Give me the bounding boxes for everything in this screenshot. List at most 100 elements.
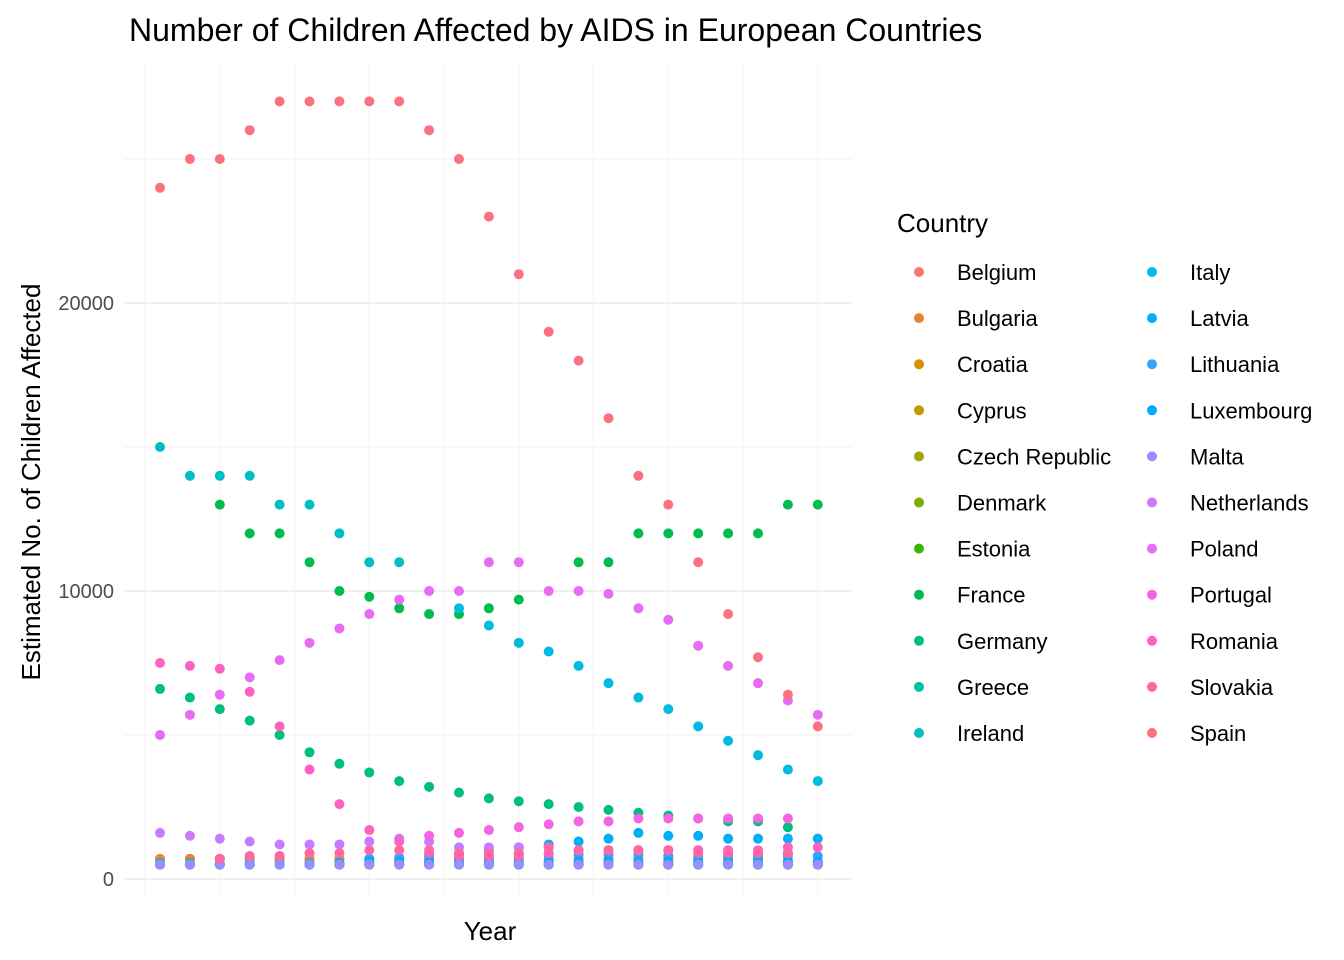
data-point-portugal <box>483 825 494 836</box>
data-point-germany <box>244 715 255 726</box>
legend-key-slovakia <box>1147 681 1157 692</box>
legend-label-luxembourg: Luxembourg <box>1190 398 1312 423</box>
data-point-slovakia <box>334 848 345 859</box>
data-point-romania <box>155 658 165 668</box>
data-point-romania <box>184 660 195 671</box>
y-tick-label: 20000 <box>58 293 114 315</box>
data-point-malta <box>603 859 614 870</box>
data-point-germany <box>603 804 614 815</box>
legend-label-portugal: Portugal <box>1190 583 1272 608</box>
data-point-germany <box>274 730 285 740</box>
data-point-romania <box>812 842 823 853</box>
data-point-germany <box>184 692 195 703</box>
data-point-slovakia <box>274 850 285 861</box>
legend-title: Country <box>897 208 988 238</box>
data-point-germany <box>214 704 225 715</box>
data-point-malta <box>364 859 375 870</box>
data-point-portugal <box>603 816 614 827</box>
legend-key-spain <box>1147 728 1157 738</box>
data-point-netherlands <box>304 839 315 850</box>
data-point-netherlands <box>214 833 225 844</box>
data-point-slovakia <box>394 845 405 856</box>
data-point-netherlands <box>364 836 375 847</box>
data-point-spain <box>155 182 165 193</box>
data-point-germany <box>573 802 584 812</box>
legend-key-luxembourg <box>1147 405 1157 416</box>
data-point-spain <box>513 269 524 280</box>
data-point-spain <box>782 689 793 700</box>
data-point-italy <box>812 776 823 787</box>
data-point-slovakia <box>214 853 225 864</box>
data-point-malta <box>424 859 435 870</box>
data-point-latvia <box>573 836 584 847</box>
legend-label-lithuania: Lithuania <box>1190 352 1280 377</box>
data-point-slovakia <box>633 845 644 856</box>
legend-label-ireland: Ireland <box>957 721 1024 746</box>
data-point-malta <box>513 859 524 870</box>
data-point-spain <box>633 470 644 481</box>
grid <box>124 62 852 898</box>
data-point-slovakia <box>753 848 763 859</box>
data-point-spain <box>483 211 494 222</box>
data-point-germany <box>334 758 345 769</box>
data-point-germany <box>782 822 793 833</box>
data-point-spain <box>693 557 704 568</box>
data-point-netherlands <box>244 836 255 847</box>
data-point-portugal <box>723 813 734 824</box>
data-point-ireland <box>334 528 345 539</box>
data-point-france <box>483 603 494 614</box>
data-point-romania <box>364 825 375 836</box>
data-point-malta <box>573 859 584 870</box>
data-point-ireland <box>155 442 165 452</box>
data-point-italy <box>513 637 524 648</box>
data-point-romania <box>244 686 255 697</box>
legend-key-poland <box>1147 543 1157 554</box>
legend-key-latvia <box>1147 313 1157 324</box>
data-point-romania <box>394 836 405 847</box>
data-point-portugal <box>543 819 554 830</box>
data-point-france <box>663 528 674 539</box>
legend-key-malta <box>1147 451 1157 462</box>
data-point-portugal <box>663 813 674 824</box>
data-point-latvia <box>782 833 793 844</box>
legend-key-france <box>914 589 924 600</box>
data-point-france <box>723 528 734 539</box>
data-point-poland <box>334 623 345 634</box>
data-point-slovakia <box>364 845 375 856</box>
data-point-italy <box>603 678 614 689</box>
data-point-germany <box>394 776 405 787</box>
data-point-malta <box>274 859 285 870</box>
data-point-poland <box>184 709 195 720</box>
legend-key-czech-republic <box>914 451 924 462</box>
data-point-spain <box>424 125 435 136</box>
data-point-spain <box>603 413 614 424</box>
data-point-ireland <box>304 499 315 510</box>
legend-key-italy <box>1147 267 1157 277</box>
data-point-malta <box>812 859 823 870</box>
y-tick-label: 0 <box>103 869 114 891</box>
legend-label-denmark: Denmark <box>957 491 1047 516</box>
data-point-malta <box>454 859 464 870</box>
data-point-poland <box>364 609 375 620</box>
data-point-spain <box>334 96 345 107</box>
data-point-malta <box>394 859 405 870</box>
legend-label-germany: Germany <box>957 629 1047 654</box>
legend-label-czech-republic: Czech Republic <box>957 444 1111 469</box>
data-point-malta <box>155 859 165 870</box>
data-point-latvia <box>693 830 704 841</box>
data-point-spain <box>244 125 255 136</box>
data-point-france <box>633 528 644 539</box>
data-point-italy <box>753 750 763 761</box>
data-point-slovakia <box>543 842 554 853</box>
data-point-slovakia <box>782 848 793 859</box>
data-point-netherlands <box>334 839 345 850</box>
data-point-malta <box>723 859 734 870</box>
data-point-poland <box>454 586 464 596</box>
data-point-poland <box>424 586 435 596</box>
data-point-italy <box>663 704 674 715</box>
data-point-spain <box>723 609 734 620</box>
data-point-spain <box>753 652 763 663</box>
data-point-france <box>573 557 584 568</box>
data-point-slovakia <box>483 848 494 859</box>
